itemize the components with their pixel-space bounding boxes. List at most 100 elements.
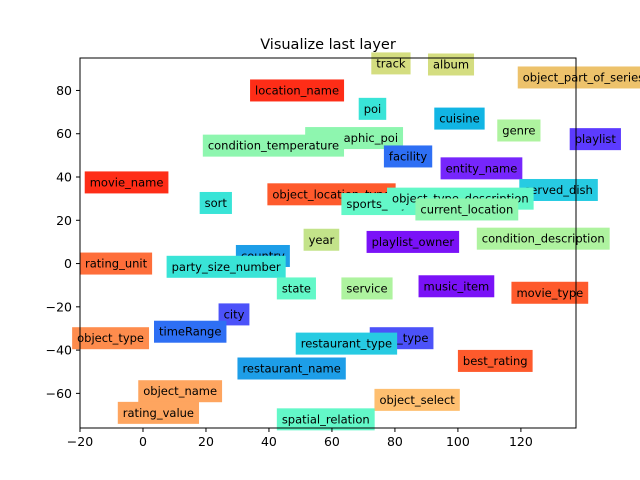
point-label-party-size-number: party_size_number [166, 255, 286, 278]
point-label-state: state [276, 277, 316, 300]
point-label-box [497, 119, 541, 142]
point-label-rating-unit: rating_unit [80, 252, 153, 275]
point-label-text: condition_description [482, 232, 605, 246]
point-label-text: playlist_owner [372, 235, 455, 249]
point-label-box [511, 281, 589, 304]
x-tick-label: 100 [446, 434, 470, 449]
point-label-text: service [346, 281, 387, 295]
point-label-text: cuisine [439, 112, 479, 126]
point-label-text: entity_name [446, 161, 518, 175]
point-label-playlist-owner: playlist_owner [366, 230, 460, 253]
x-tick-label: 60 [324, 434, 340, 449]
point-label-box [199, 191, 232, 214]
point-label-year: year [303, 228, 340, 251]
point-label-text: rating_value [123, 406, 194, 420]
point-label-text: served_dish [524, 183, 593, 197]
point-label-text: object_name [143, 384, 217, 398]
y-tick-label: −40 [46, 343, 72, 358]
y-tick-label: −20 [46, 299, 72, 314]
point-label-text: current_location [420, 202, 513, 216]
y-tick-label: −60 [46, 386, 72, 401]
point-label-object-select: object_select [374, 388, 460, 411]
point-label-text: movie_name [90, 175, 164, 189]
point-label-box [434, 107, 485, 130]
x-tick-label: 40 [261, 434, 277, 449]
y-tick-label: 0 [64, 256, 72, 271]
x-axis: −20 0 20 40 60 80 100 120 [67, 428, 533, 449]
point-label-box [440, 157, 523, 180]
y-axis: −60 −40 −20 0 20 40 60 80 [46, 83, 80, 401]
point-label-text: city [224, 307, 245, 321]
point-label-object-name: object_name [138, 380, 223, 403]
point-label-box [341, 277, 393, 300]
point-label-box [519, 178, 598, 201]
point-label-box [517, 66, 640, 89]
point-label-box [427, 53, 475, 76]
point-label-text: rating_unit [85, 257, 148, 271]
point-label-text: restaurant_name [242, 361, 340, 375]
point-label-box [72, 327, 150, 350]
point-label-movie-type: movie_type [511, 281, 589, 304]
point-label-box [303, 228, 340, 251]
point-label-box [117, 401, 200, 424]
point-label-text: movie_type [516, 286, 583, 300]
point-label-text: best_rating [463, 354, 528, 368]
x-tick-label: 80 [387, 434, 403, 449]
point-label-current-location: current_location [415, 198, 519, 221]
y-tick-label: 80 [56, 83, 72, 98]
points-layer: track album object_part_of_series_typeloca… [72, 52, 640, 431]
point-label-box [166, 255, 286, 278]
point-label-text: music_item [424, 279, 490, 293]
point-label-restaurant-name: restaurant_name [237, 357, 346, 380]
point-label-box [276, 408, 375, 431]
point-label-text: track [376, 56, 406, 70]
point-label-playlist: playlist [569, 128, 621, 151]
point-label-text: condition_temperature [208, 139, 339, 153]
point-label-sort: sort [199, 191, 232, 214]
point-label-entity-name: entity_name [440, 157, 523, 180]
point-label-text: object_type [77, 331, 144, 345]
point-label-text: album [433, 57, 469, 71]
point-label-text: timeRange [159, 325, 221, 339]
x-tick-label: 0 [139, 434, 147, 449]
point-label-text: playlist [575, 132, 617, 146]
point-label-box [295, 332, 398, 355]
point-label-best-rating: best_rating [457, 349, 533, 372]
point-label-condition-temperature: condition_temperature [202, 134, 345, 157]
point-label-box [218, 303, 250, 326]
point-label-condition-description: condition_description [476, 227, 610, 250]
point-label-text: poi [364, 102, 382, 116]
point-label-location-name: location_name [250, 79, 345, 102]
point-label-text: location_name [255, 83, 339, 97]
point-label-object-part-of-series-type: object_part_of_series_type [517, 66, 640, 89]
y-tick-label: 20 [56, 213, 72, 228]
point-label-box [84, 171, 169, 194]
point-label-text: state [282, 281, 311, 295]
point-label-restaurant-type: restaurant_type [295, 332, 398, 355]
point-label-music-item: music_item [418, 275, 495, 298]
point-label-text: year [309, 233, 335, 247]
point-label-cuisine: cuisine [434, 107, 485, 130]
point-label-box [457, 349, 533, 372]
point-label-genre: genre [497, 119, 541, 142]
point-label-rating-value: rating_value [117, 401, 200, 424]
x-tick-label: −20 [67, 434, 93, 449]
point-label-box [358, 97, 387, 120]
point-label-box [80, 252, 153, 275]
point-label-text: spatial_relation [282, 412, 370, 426]
point-label-box [415, 198, 519, 221]
point-label-box [138, 380, 223, 403]
point-label-text: restaurant_type [301, 337, 392, 351]
point-label-text: facility [389, 149, 428, 163]
point-label-box [383, 145, 433, 168]
point-label-text: genre [502, 123, 535, 137]
point-label-track: track [371, 52, 411, 75]
point-label-box [276, 277, 316, 300]
point-label-city: city [218, 303, 250, 326]
chart-title: Visualize last layer [260, 37, 396, 53]
point-label-text: object_part_of_series_type [523, 70, 640, 84]
point-label-box [569, 128, 621, 151]
plot-frame [79, 57, 577, 429]
